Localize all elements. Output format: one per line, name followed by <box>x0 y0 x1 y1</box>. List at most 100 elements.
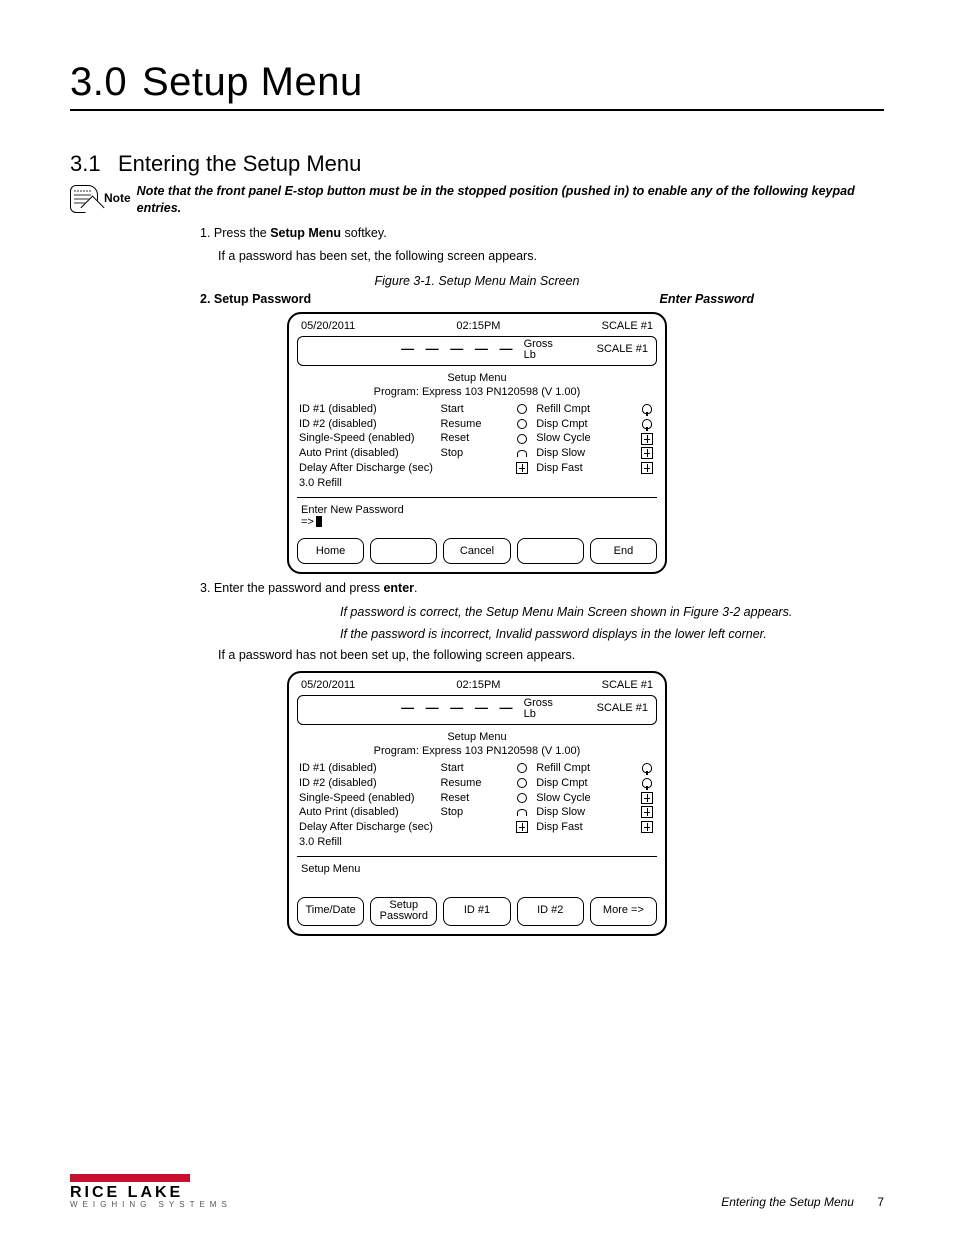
left-row: Single-Speed (enabled) <box>299 431 434 446</box>
left-row: ID #1 (disabled) <box>299 402 434 417</box>
brand-tagline: WEIGHING SYSTEMS <box>70 1200 232 1209</box>
menu-title: Setup Menu <box>297 372 657 384</box>
sym <box>514 791 530 806</box>
weight-dashes: — — — — — <box>401 341 516 356</box>
mid-sym-column <box>514 402 530 491</box>
time: 02:15PM <box>456 679 500 691</box>
chapter-rule <box>70 109 884 111</box>
section-number: 3.1 <box>70 151 118 177</box>
sym <box>514 776 530 791</box>
prompt-area: Enter New Password => <box>297 497 657 530</box>
enter-password-label: Enter Password <box>660 292 754 306</box>
left-row: Auto Print (disabled) <box>299 446 434 461</box>
left-row: Auto Print (disabled) <box>299 805 434 820</box>
note-icon <box>70 185 98 213</box>
right-row: Disp Fast <box>536 820 633 835</box>
sym <box>639 461 655 476</box>
sym <box>514 820 530 835</box>
sym <box>639 417 655 432</box>
brand-logo: RICE LAKE WEIGHING SYSTEMS <box>70 1174 232 1209</box>
mid-row: Start <box>440 761 508 776</box>
mid-row: Resume <box>440 776 508 791</box>
softkey-end[interactable]: End <box>590 538 657 564</box>
no-password-note: If a password has not been set up, the f… <box>218 647 884 665</box>
right-row: Disp Fast <box>536 461 633 476</box>
step-1: 1. Press the Setup Menu softkey. <box>200 225 884 243</box>
mid-row: Resume <box>440 417 508 432</box>
right-row: Slow Cycle <box>536 791 633 806</box>
softkey-cancel[interactable]: Cancel <box>443 538 510 564</box>
softkey-row: Home Cancel End <box>297 538 657 564</box>
sym <box>639 446 655 461</box>
softkey-blank[interactable] <box>370 538 437 564</box>
mid-column: Start Resume Reset Stop <box>440 402 508 491</box>
device-screen-1: 05/20/2011 02:15PM SCALE #1 — — — — — Gr… <box>287 312 667 574</box>
prompt-line-1: Enter New Password <box>301 504 653 516</box>
status-bar: 05/20/2011 02:15PM SCALE #1 <box>297 320 657 336</box>
right-row: Disp Cmpt <box>536 776 633 791</box>
left-column: ID #1 (disabled) ID #2 (disabled) Single… <box>299 761 434 850</box>
sym <box>514 431 530 446</box>
mid-sym-column <box>514 761 530 850</box>
right-column: Refill Cmpt Disp Cmpt Slow Cycle Disp Sl… <box>536 761 633 850</box>
footer-section: Entering the Setup Menu <box>721 1195 854 1209</box>
softkey-home[interactable]: Home <box>297 538 364 564</box>
sym <box>639 791 655 806</box>
status-bar: 05/20/2011 02:15PM SCALE #1 <box>297 679 657 695</box>
softkey-time-date[interactable]: Time/Date <box>297 897 364 926</box>
sym <box>514 446 530 461</box>
chapter-title-text: Setup Menu <box>142 60 363 104</box>
weight-band: — — — — — Gross Lb SCALE #1 <box>297 336 657 366</box>
sym <box>514 461 530 476</box>
page: 3.0Setup Menu 3.1Entering the Setup Menu… <box>0 0 954 1235</box>
unit-label: Lb <box>524 708 536 720</box>
step-2-labels: 2. Setup Password Enter Password <box>200 292 754 306</box>
right-row: Disp Slow <box>536 446 633 461</box>
date: 05/20/2011 <box>301 320 355 332</box>
footer-right: Entering the Setup Menu 7 <box>721 1195 884 1209</box>
date: 05/20/2011 <box>301 679 355 691</box>
step-3: 3. Enter the password and press enter. <box>200 580 884 598</box>
mid-row: Stop <box>440 446 508 461</box>
weight-band: — — — — — Gross Lb SCALE #1 <box>297 695 657 725</box>
mid-column: Start Resume Reset Stop <box>440 761 508 850</box>
chapter-heading: 3.0Setup Menu <box>70 60 884 105</box>
softkey-more[interactable]: More => <box>590 897 657 926</box>
left-row: ID #1 (disabled) <box>299 761 434 776</box>
softkey-setup-password[interactable]: SetupPassword <box>370 897 437 926</box>
page-number: 7 <box>877 1195 884 1209</box>
sym <box>639 820 655 835</box>
program-line: Program: Express 103 PN120598 (V 1.00) <box>297 386 657 398</box>
step-1-text: Press the Setup Menu softkey. <box>214 226 387 240</box>
sym <box>639 402 655 417</box>
right-row: Disp Slow <box>536 805 633 820</box>
left-row: ID #2 (disabled) <box>299 776 434 791</box>
note-label: Note <box>104 191 131 205</box>
sym <box>514 402 530 417</box>
scale-id: SCALE #1 <box>602 679 653 691</box>
sym <box>514 417 530 432</box>
left-row: Delay After Discharge (sec) 3.0 Refill <box>299 461 434 491</box>
softkey-blank[interactable] <box>517 538 584 564</box>
step-3a: If password is correct, the Setup Menu M… <box>340 605 884 619</box>
menu-title: Setup Menu <box>297 731 657 743</box>
device-screen-2: 05/20/2011 02:15PM SCALE #1 — — — — — Gr… <box>287 671 667 936</box>
weight-readout: — — — — — Gross Lb <box>401 339 553 361</box>
right-row: Refill Cmpt <box>536 402 633 417</box>
right-column: Refill Cmpt Disp Cmpt Slow Cycle Disp Sl… <box>536 402 633 491</box>
softkey-id1[interactable]: ID #1 <box>443 897 510 926</box>
right-sym-column <box>639 402 655 491</box>
mid-row: Stop <box>440 805 508 820</box>
program-line: Program: Express 103 PN120598 (V 1.00) <box>297 745 657 757</box>
left-column: ID #1 (disabled) ID #2 (disabled) Single… <box>299 402 434 491</box>
sym <box>639 805 655 820</box>
scale-id-inner: SCALE #1 <box>597 702 648 714</box>
right-row: Slow Cycle <box>536 431 633 446</box>
step-1-followup: If a password has been set, the followin… <box>218 248 884 266</box>
section-heading: 3.1Entering the Setup Menu <box>70 151 884 177</box>
step-3b: If the password is incorrect, Invalid pa… <box>340 627 884 641</box>
time: 02:15PM <box>456 320 500 332</box>
softkey-id2[interactable]: ID #2 <box>517 897 584 926</box>
scale-id: SCALE #1 <box>602 320 653 332</box>
sym <box>639 776 655 791</box>
